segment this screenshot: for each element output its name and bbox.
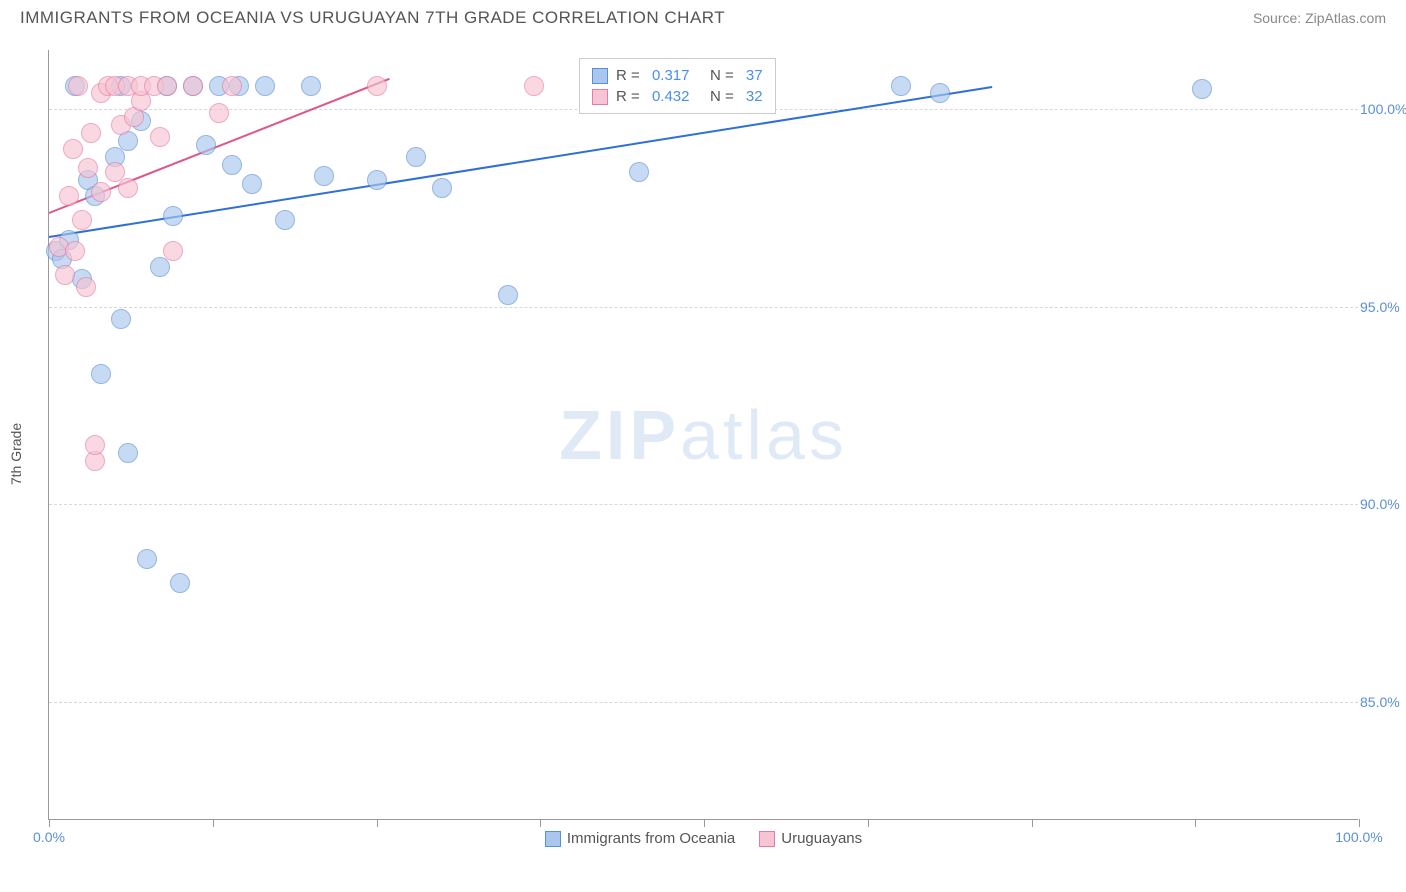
data-point [222,76,242,96]
data-point [406,147,426,167]
data-point [301,76,321,96]
gridline [49,307,1358,308]
legend-series-item: Immigrants from Oceania [545,830,735,847]
watermark-bold: ZIP [559,396,680,474]
legend-n-label: N = [697,88,737,105]
gridline [49,702,1358,703]
data-point [242,174,262,194]
data-point [367,170,387,190]
x-tick [213,819,214,827]
data-point [150,257,170,277]
watermark: ZIPatlas [559,395,848,475]
data-point [81,123,101,143]
x-tick [1195,819,1196,827]
legend-stats: R = 0.317 N = 37R = 0.432 N = 32 [579,58,776,114]
data-point [72,210,92,230]
data-point [183,76,203,96]
data-point [209,103,229,123]
data-point [432,178,452,198]
y-tick-label: 95.0% [1360,299,1406,315]
data-point [111,309,131,329]
data-point [85,435,105,455]
x-tick [49,819,50,827]
watermark-light: atlas [680,396,848,474]
data-point [65,241,85,261]
y-tick-label: 100.0% [1360,101,1406,117]
legend-stats-row: R = 0.317 N = 37 [592,65,763,86]
data-point [891,76,911,96]
legend-n-value: 32 [746,88,763,105]
plot-area: ZIPatlas 85.0%90.0%95.0%100.0%0.0%100.0%… [48,50,1358,820]
chart-source: Source: ZipAtlas.com [1253,10,1386,26]
legend-stats-row: R = 0.432 N = 32 [592,86,763,107]
data-point [255,76,275,96]
data-point [91,364,111,384]
chart-header: IMMIGRANTS FROM OCEANIA VS URUGUAYAN 7TH… [0,0,1406,32]
data-point [63,139,83,159]
data-point [1192,79,1212,99]
legend-series-label: Immigrants from Oceania [567,830,735,847]
legend-r-label: R = [616,67,644,84]
y-tick-label: 85.0% [1360,694,1406,710]
data-point [930,83,950,103]
data-point [118,178,138,198]
y-axis-label: 7th Grade [8,423,24,485]
data-point [222,155,242,175]
legend-series: Immigrants from Oceania Uruguayans [49,830,1358,847]
legend-r-value: 0.317 [652,67,690,84]
data-point [524,76,544,96]
data-point [157,76,177,96]
data-point [367,76,387,96]
data-point [498,285,518,305]
x-tick [540,819,541,827]
data-point [150,127,170,147]
y-tick-label: 90.0% [1360,496,1406,512]
x-tick [1032,819,1033,827]
legend-r-label: R = [616,88,644,105]
data-point [55,265,75,285]
data-point [163,206,183,226]
legend-n-label: N = [697,67,737,84]
data-point [275,210,295,230]
legend-series-label: Uruguayans [781,830,862,847]
legend-swatch [545,831,561,847]
data-point [68,76,88,96]
legend-swatch [592,89,608,105]
data-point [91,182,111,202]
data-point [196,135,216,155]
x-tick [704,819,705,827]
data-point [59,186,79,206]
legend-swatch [592,68,608,84]
data-point [629,162,649,182]
legend-swatch [759,831,775,847]
data-point [170,573,190,593]
x-tick [1359,819,1360,827]
data-point [76,277,96,297]
data-point [163,241,183,261]
data-point [78,158,98,178]
chart-title: IMMIGRANTS FROM OCEANIA VS URUGUAYAN 7TH… [20,8,725,28]
legend-r-value: 0.432 [652,88,690,105]
data-point [118,443,138,463]
x-tick [377,819,378,827]
legend-n-value: 37 [746,67,763,84]
data-point [137,549,157,569]
data-point [314,166,334,186]
gridline [49,504,1358,505]
legend-series-item: Uruguayans [759,830,862,847]
x-tick [868,819,869,827]
